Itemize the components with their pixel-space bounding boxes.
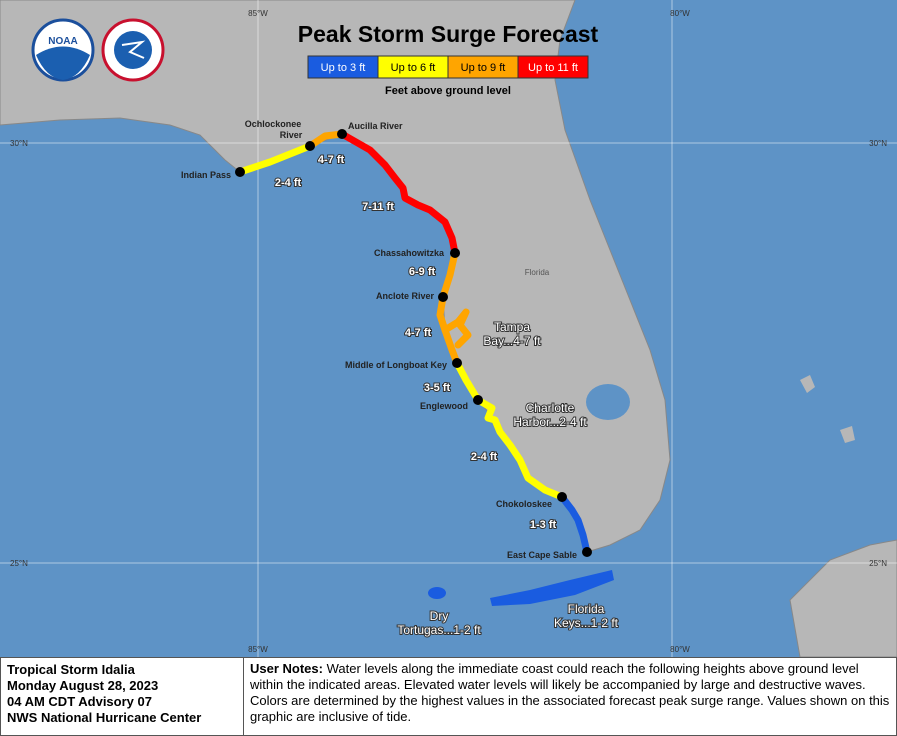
map: 85°W 80°W 85°W 80°W 30°N 30°N 25°N 25°N … [0,0,897,657]
location-label: Aucilla River [348,121,403,131]
storm-line: Tropical Storm Idalia [7,662,135,677]
forecast-point [337,129,347,139]
label-line: Harbor...2-4 ft [513,415,587,429]
legend-label: Up to 6 ft [391,62,436,74]
location-label: East Cape Sable [507,550,577,560]
location-label: Middle of Longboat Key [345,360,447,370]
title: Peak Storm Surge Forecast [298,21,599,47]
surge-range: 4-7 ft [405,327,432,339]
footer: Tropical Storm Idalia Monday August 28, … [0,657,897,736]
grid-label: 80°W [670,645,690,654]
cuba [789,539,897,657]
label-line: Aucilla River [348,121,403,131]
legend-label: Up to 3 ft [321,62,366,74]
storm-line: 04 AM CDT Advisory 07 [7,694,152,709]
surge-segment [338,130,459,257]
forecast-point [582,547,592,557]
surge-range: 4-7 ft [318,154,345,166]
label-line: East Cape Sable [507,550,577,560]
grid-label: 30°N [10,139,28,148]
legend-label: Up to 9 ft [461,62,506,74]
surge-range: 3-5 ft [424,382,451,394]
notes-heading: User Notes: [250,661,323,676]
storm-info: Tropical Storm Idalia Monday August 28, … [1,658,244,735]
area-label: Florida Keys...1-2 ft [554,602,619,630]
noaa-logo-wave [36,46,90,80]
surge-range: 1-3 ft [530,519,557,531]
logo-text: NOAA [48,36,77,47]
tortugas-surge [428,587,446,599]
label-line: Florida [568,602,605,616]
label-line: Middle of Longboat Key [345,360,447,370]
lake-okeechobee [586,384,630,420]
grid-label: 30°N [869,139,887,148]
label-line: Keys...1-2 ft [554,616,619,630]
surge-segment [558,493,591,556]
storm-line: Monday August 28, 2023 [7,678,159,693]
label-line: Tampa [494,320,530,334]
keys-surge [490,570,614,606]
notes-text: Water levels along the immediate coast c… [250,661,890,724]
grid-label: 85°W [248,645,268,654]
area-label: Charlotte Harbor...2-4 ft [513,401,587,429]
grid-label: 25°N [10,559,28,568]
label-line: Charlotte [526,401,575,415]
legend-swatch [517,55,589,79]
label-line: Indian Pass [181,170,231,180]
forecast-point [235,167,245,177]
forecast-point [473,395,483,405]
state-label: Florida [525,268,550,277]
surge-range: 6-9 ft [409,266,436,278]
surge-range: 2-4 ft [471,451,498,463]
label-line: Bay...4-7 ft [483,334,541,348]
surge-range: 2-4 ft [275,177,302,189]
label-line: Anclote River [376,291,435,301]
logos: NOAA [31,18,165,82]
storm-line: NWS National Hurricane Center [7,710,202,725]
surge-segment [441,308,472,349]
grid-label: 80°W [670,9,690,18]
nws-logo-bolt [121,40,146,59]
label-line: Ochlockonee [245,119,302,129]
grid-label: 25°N [869,559,887,568]
legend-caption: Feet above ground level [385,85,511,97]
grid-label: 85°W [248,9,268,18]
label-line: Dry [430,609,449,623]
label-line: Tortugas...1-2 ft [397,623,481,637]
forecast-point [305,141,315,151]
location-label: Chassahowitzka [374,248,445,258]
forecast-point [450,248,460,258]
legend-label: Up to 11 ft [528,62,578,74]
surge-range: 7-11 ft [362,201,394,213]
forecast-point [557,492,567,502]
surge-segment [306,130,346,150]
location-label: Chokoloskee [496,499,552,509]
location-label: Anclote River [376,291,435,301]
legend: Up to 3 ft Up to 6 ft Up to 9 ft Up to 11 f… [307,55,589,79]
bahamas [800,375,855,443]
label-line: Chassahowitzka [374,248,445,258]
graticule [0,0,897,657]
user-notes: User Notes: Water levels along the immed… [244,658,896,735]
area-label: Dry Tortugas...1-2 ft [397,609,481,637]
forecast-points [235,129,592,557]
location-label: Indian Pass [181,170,231,180]
surge-segment [436,249,461,367]
surge-segment [236,142,314,176]
label-line: River [280,130,303,140]
location-label: Englewood [420,401,468,411]
location-label: Ochlockonee River [245,119,303,140]
forecast-point [438,292,448,302]
forecast-point [452,358,462,368]
label-line: Chokoloskee [496,499,552,509]
label-line: Englewood [420,401,468,411]
area-label: Tampa Bay...4-7 ft [483,320,541,348]
